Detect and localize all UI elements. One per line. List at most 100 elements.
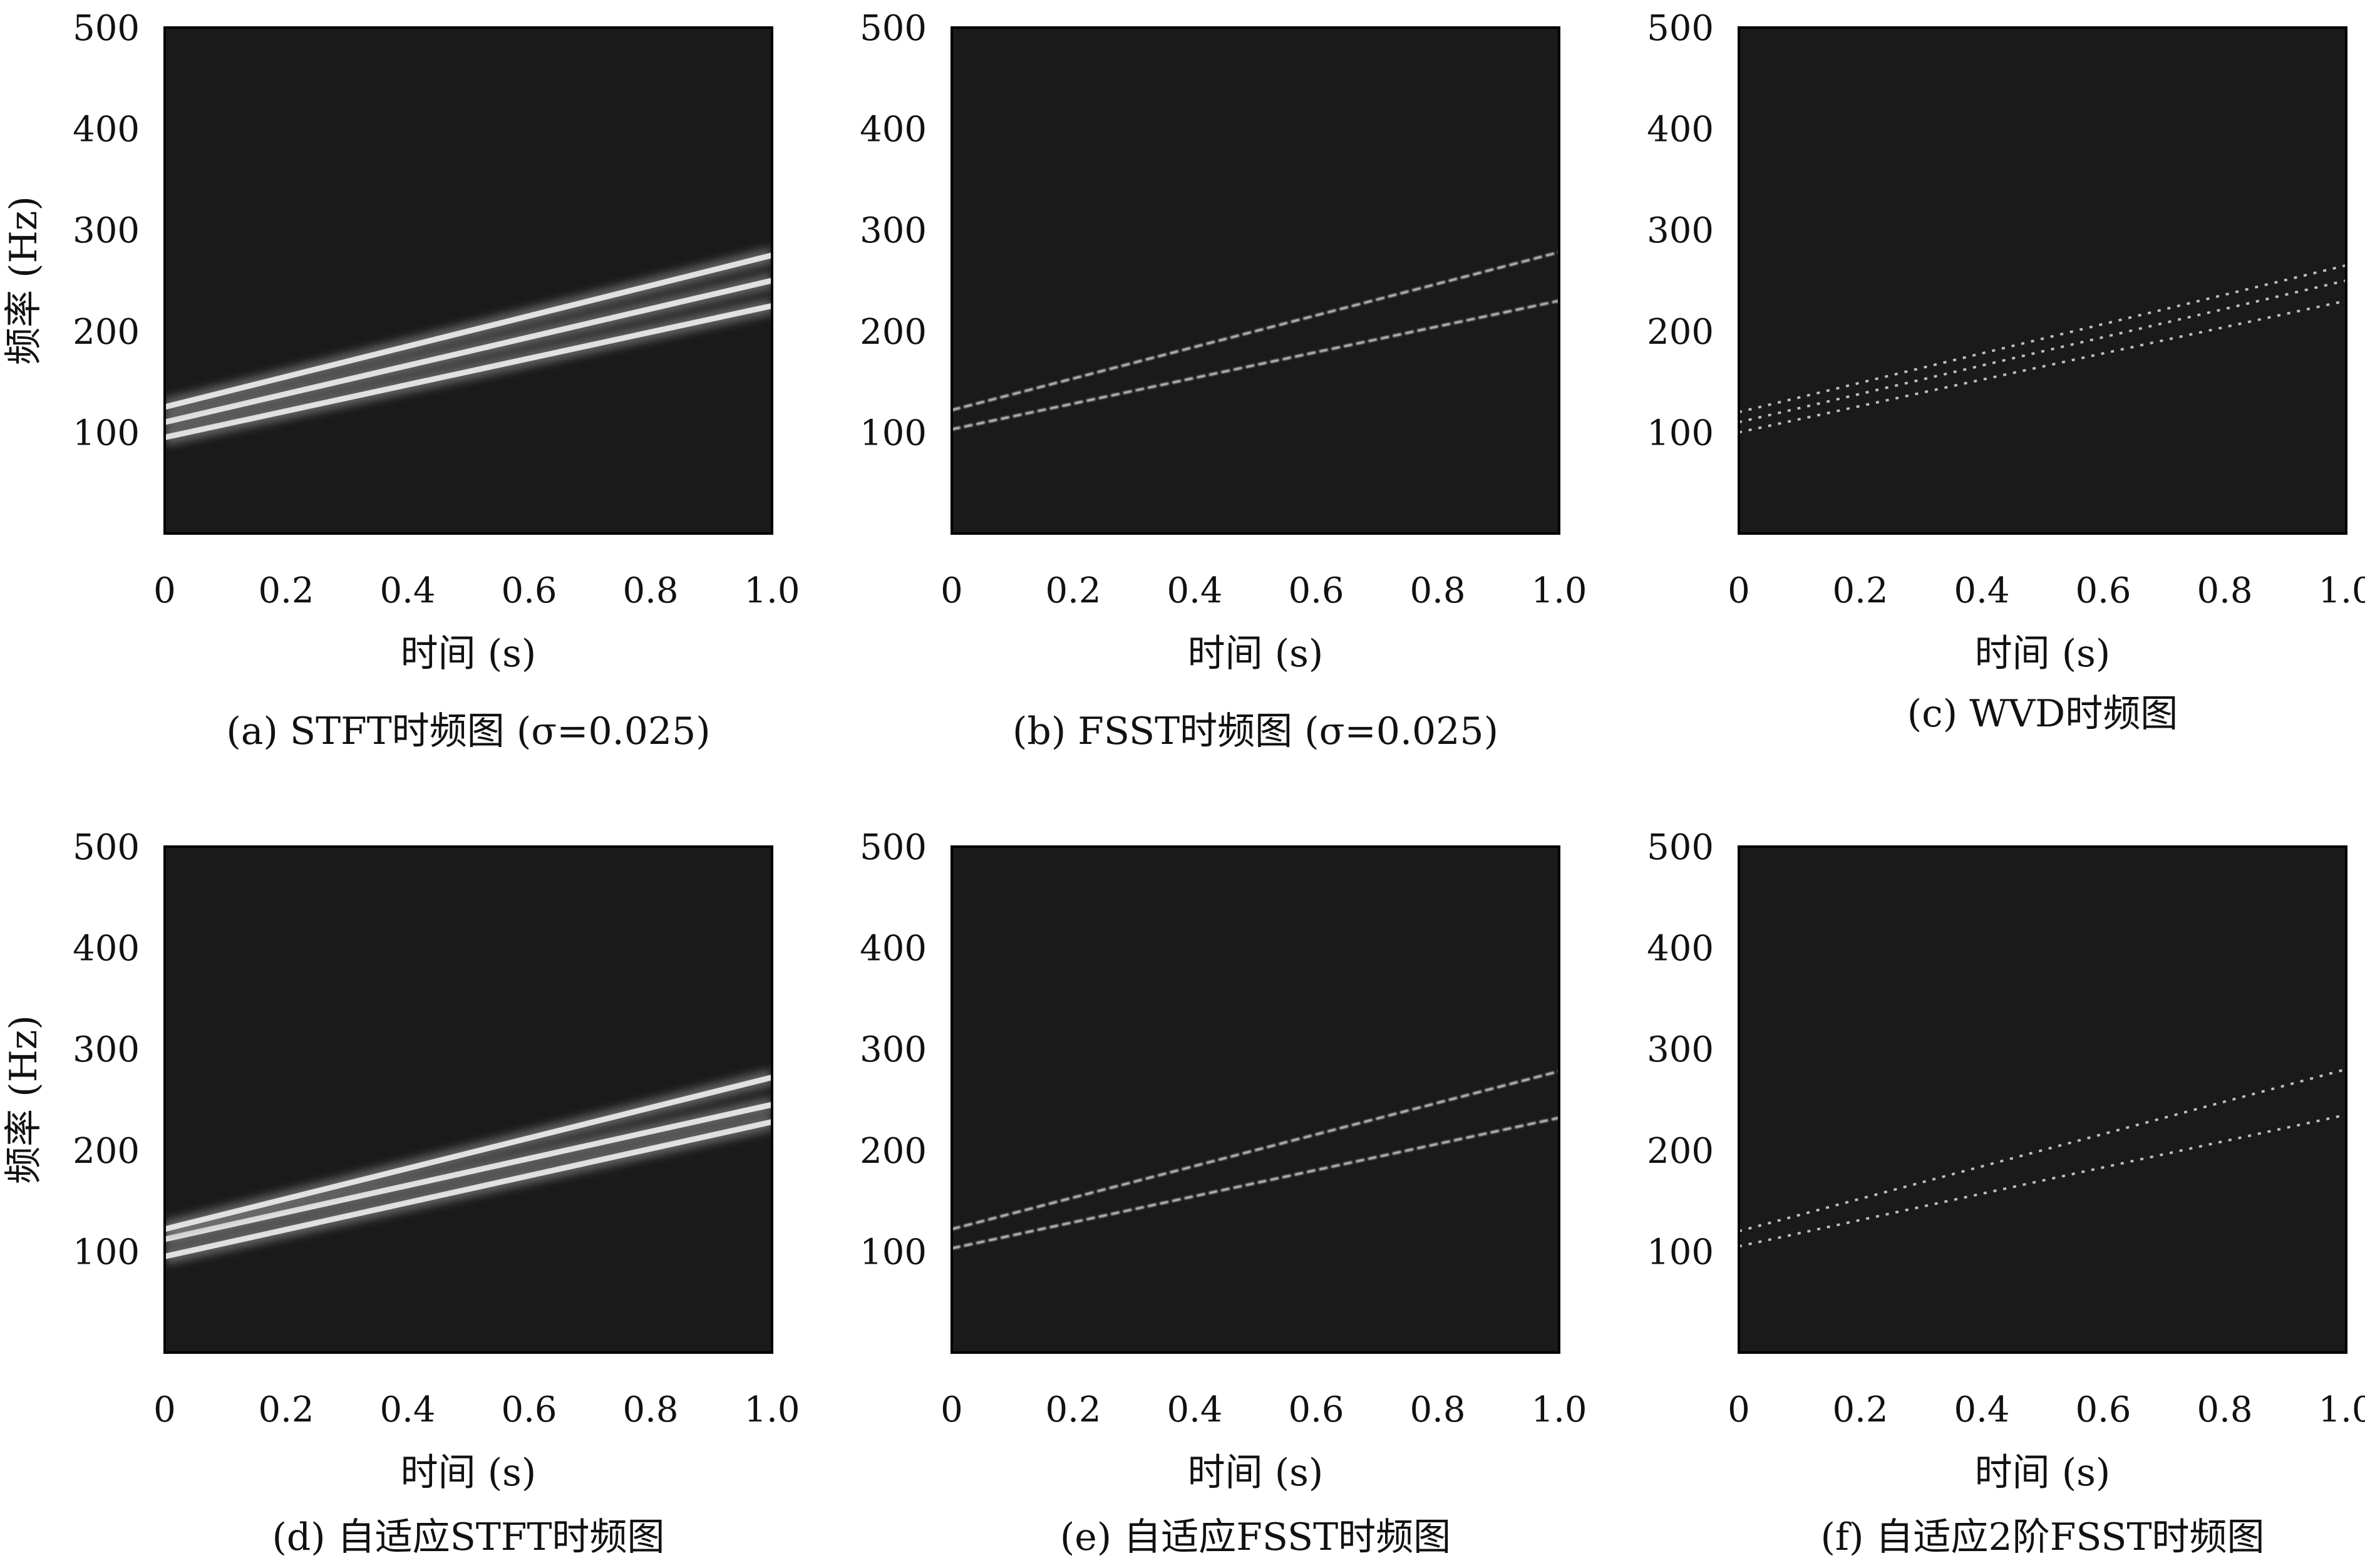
panel-caption: (f) 自适应2阶FSST时频图 — [1820, 1515, 2264, 1559]
plot-frame — [1738, 26, 2347, 535]
x-axis-label: 时间 (s) — [1188, 1451, 1324, 1495]
x-tick-label: 0.2 — [258, 1390, 314, 1430]
x-tick-label: 0.8 — [622, 570, 678, 611]
x-tick-label: 0.2 — [1832, 570, 1888, 611]
x-tick-label: 0.4 — [1167, 570, 1222, 611]
x-tick-label: 1.0 — [1531, 570, 1587, 611]
x-tick-label: 0.8 — [2197, 570, 2252, 611]
x-tick-label: 0.6 — [2075, 570, 2131, 611]
y-tick-label: 300 — [1647, 1029, 1714, 1070]
ridge-line-3 — [1739, 264, 2346, 414]
plot-frame — [163, 845, 773, 1354]
y-tick-label: 200 — [73, 312, 140, 353]
y-axis-label: 频率 (Hz) — [2, 1015, 46, 1184]
ridge-group — [165, 247, 772, 446]
x-tick-label: 0.2 — [1045, 1390, 1101, 1430]
ridge-group — [165, 1069, 772, 1265]
x-tick-label: 1.0 — [2318, 570, 2365, 611]
x-tick-label: 1.0 — [744, 1390, 800, 1430]
chart-panel-1: 100 200 300 400 500 0 0.2 0.4 0.6 0.8 1.0 时间 (s) 频率 … — [2, 8, 800, 753]
y-tick-label: 500 — [1647, 827, 1714, 868]
x-tick-label: 0.6 — [1288, 1390, 1344, 1430]
x-axis-label: 时间 (s) — [1975, 632, 2111, 676]
x-tick-label: 0.4 — [379, 1390, 435, 1430]
plot-area — [952, 28, 1559, 534]
chart-panel-4: 100 200 300 400 500 0 0.2 0.4 0.6 0.8 1.0 时间 (s) 频率 … — [2, 827, 800, 1559]
chart-panel-5: 100 200 300 400 500 0 0.2 0.4 0.6 0.8 1.0 时间 (s) (e)… — [860, 827, 1587, 1559]
y-tick-label: 200 — [860, 1131, 927, 1172]
x-axis-label: 时间 (s) — [1188, 632, 1324, 676]
y-tick-label: 100 — [73, 413, 140, 453]
x-tick-label: 0 — [1728, 1390, 1750, 1430]
ridge-line-2 — [1739, 1068, 2346, 1233]
y-axis-label: 频率 (Hz) — [2, 196, 46, 365]
ridge-line-1 — [1739, 1113, 2346, 1248]
plot-frame — [1738, 845, 2347, 1354]
y-tick-label: 100 — [860, 413, 927, 453]
y-tick-label: 500 — [860, 827, 927, 868]
ridge-line-3 — [165, 1075, 772, 1232]
x-axis-label: 时间 (s) — [401, 632, 537, 676]
plot-frame — [951, 845, 1560, 1354]
y-tick-label: 400 — [1647, 110, 1714, 150]
x-tick-label: 0.2 — [1832, 1390, 1888, 1430]
panel-caption: (c) WVD时频图 — [1907, 692, 2178, 736]
x-tick-label: 0 — [1728, 570, 1750, 611]
ridge-line-3 — [165, 252, 772, 410]
plot-area — [1739, 28, 2346, 534]
panel-caption: (b) FSST时频图 (σ=0.025) — [1012, 709, 1498, 753]
y-tick-label: 300 — [73, 210, 140, 251]
y-tick-label: 300 — [1647, 210, 1714, 251]
ridge-line-1 — [952, 299, 1559, 431]
panel-caption: (d) 自适应STFT时频图 — [272, 1515, 664, 1559]
y-tick-label: 200 — [1647, 312, 1714, 353]
x-tick-label: 0 — [940, 570, 963, 611]
ridge-line-1 — [952, 1117, 1559, 1250]
x-tick-label: 0.6 — [2075, 1390, 2131, 1430]
y-tick-label: 500 — [73, 827, 140, 868]
plot-frame — [163, 26, 773, 535]
x-tick-label: 0 — [153, 1390, 176, 1430]
ridge-group — [952, 250, 1559, 431]
y-tick-label: 500 — [1647, 8, 1714, 49]
x-tick-label: 0.2 — [258, 570, 314, 611]
ridge-line-1 — [165, 303, 772, 440]
ridge-line-1 — [1739, 299, 2346, 434]
ridge-group — [952, 1070, 1559, 1250]
y-tick-label: 100 — [860, 1232, 927, 1272]
y-tick-label: 100 — [1647, 1232, 1714, 1272]
plot-frame — [951, 26, 1560, 535]
x-tick-label: 1.0 — [744, 570, 800, 611]
ridge-group — [1739, 1068, 2346, 1248]
y-tick-label: 100 — [73, 1232, 140, 1272]
x-tick-label: 0.6 — [1288, 570, 1344, 611]
y-tick-label: 400 — [1647, 929, 1714, 969]
x-tick-label: 0.8 — [622, 1390, 678, 1430]
x-tick-label: 0 — [153, 570, 176, 611]
y-tick-label: 100 — [1647, 413, 1714, 453]
chart-panel-6: 100 200 300 400 500 0 0.2 0.4 0.6 0.8 1.0 时间 (s) (f)… — [1647, 827, 2365, 1559]
x-tick-label: 0.4 — [1167, 1390, 1222, 1430]
x-tick-label: 0.4 — [1954, 570, 2009, 611]
x-tick-label: 0.8 — [1409, 570, 1465, 611]
panel-caption: (a) STFT时频图 (σ=0.025) — [226, 709, 710, 753]
x-tick-label: 0.4 — [379, 570, 435, 611]
chart-panel-2: 100 200 300 400 500 0 0.2 0.4 0.6 0.8 1.0 时间 (s) (b)… — [860, 8, 1587, 753]
x-tick-label: 0 — [940, 1390, 963, 1430]
y-tick-label: 500 — [860, 8, 927, 49]
ridge-line-1 — [165, 1119, 772, 1259]
x-tick-label: 0.2 — [1045, 570, 1101, 611]
y-tick-label: 200 — [1647, 1131, 1714, 1172]
ridge-line-2 — [165, 1101, 772, 1242]
y-tick-label: 300 — [860, 1029, 927, 1070]
ridge-line-2 — [1739, 279, 2346, 424]
x-tick-label: 0.8 — [2197, 1390, 2252, 1430]
x-tick-label: 0.6 — [501, 1390, 557, 1430]
x-tick-label: 1.0 — [1531, 1390, 1587, 1430]
y-tick-label: 200 — [73, 1131, 140, 1172]
y-tick-label: 400 — [860, 110, 927, 150]
x-tick-label: 0.4 — [1954, 1390, 2009, 1430]
y-tick-label: 300 — [860, 210, 927, 251]
y-tick-label: 400 — [73, 110, 140, 150]
